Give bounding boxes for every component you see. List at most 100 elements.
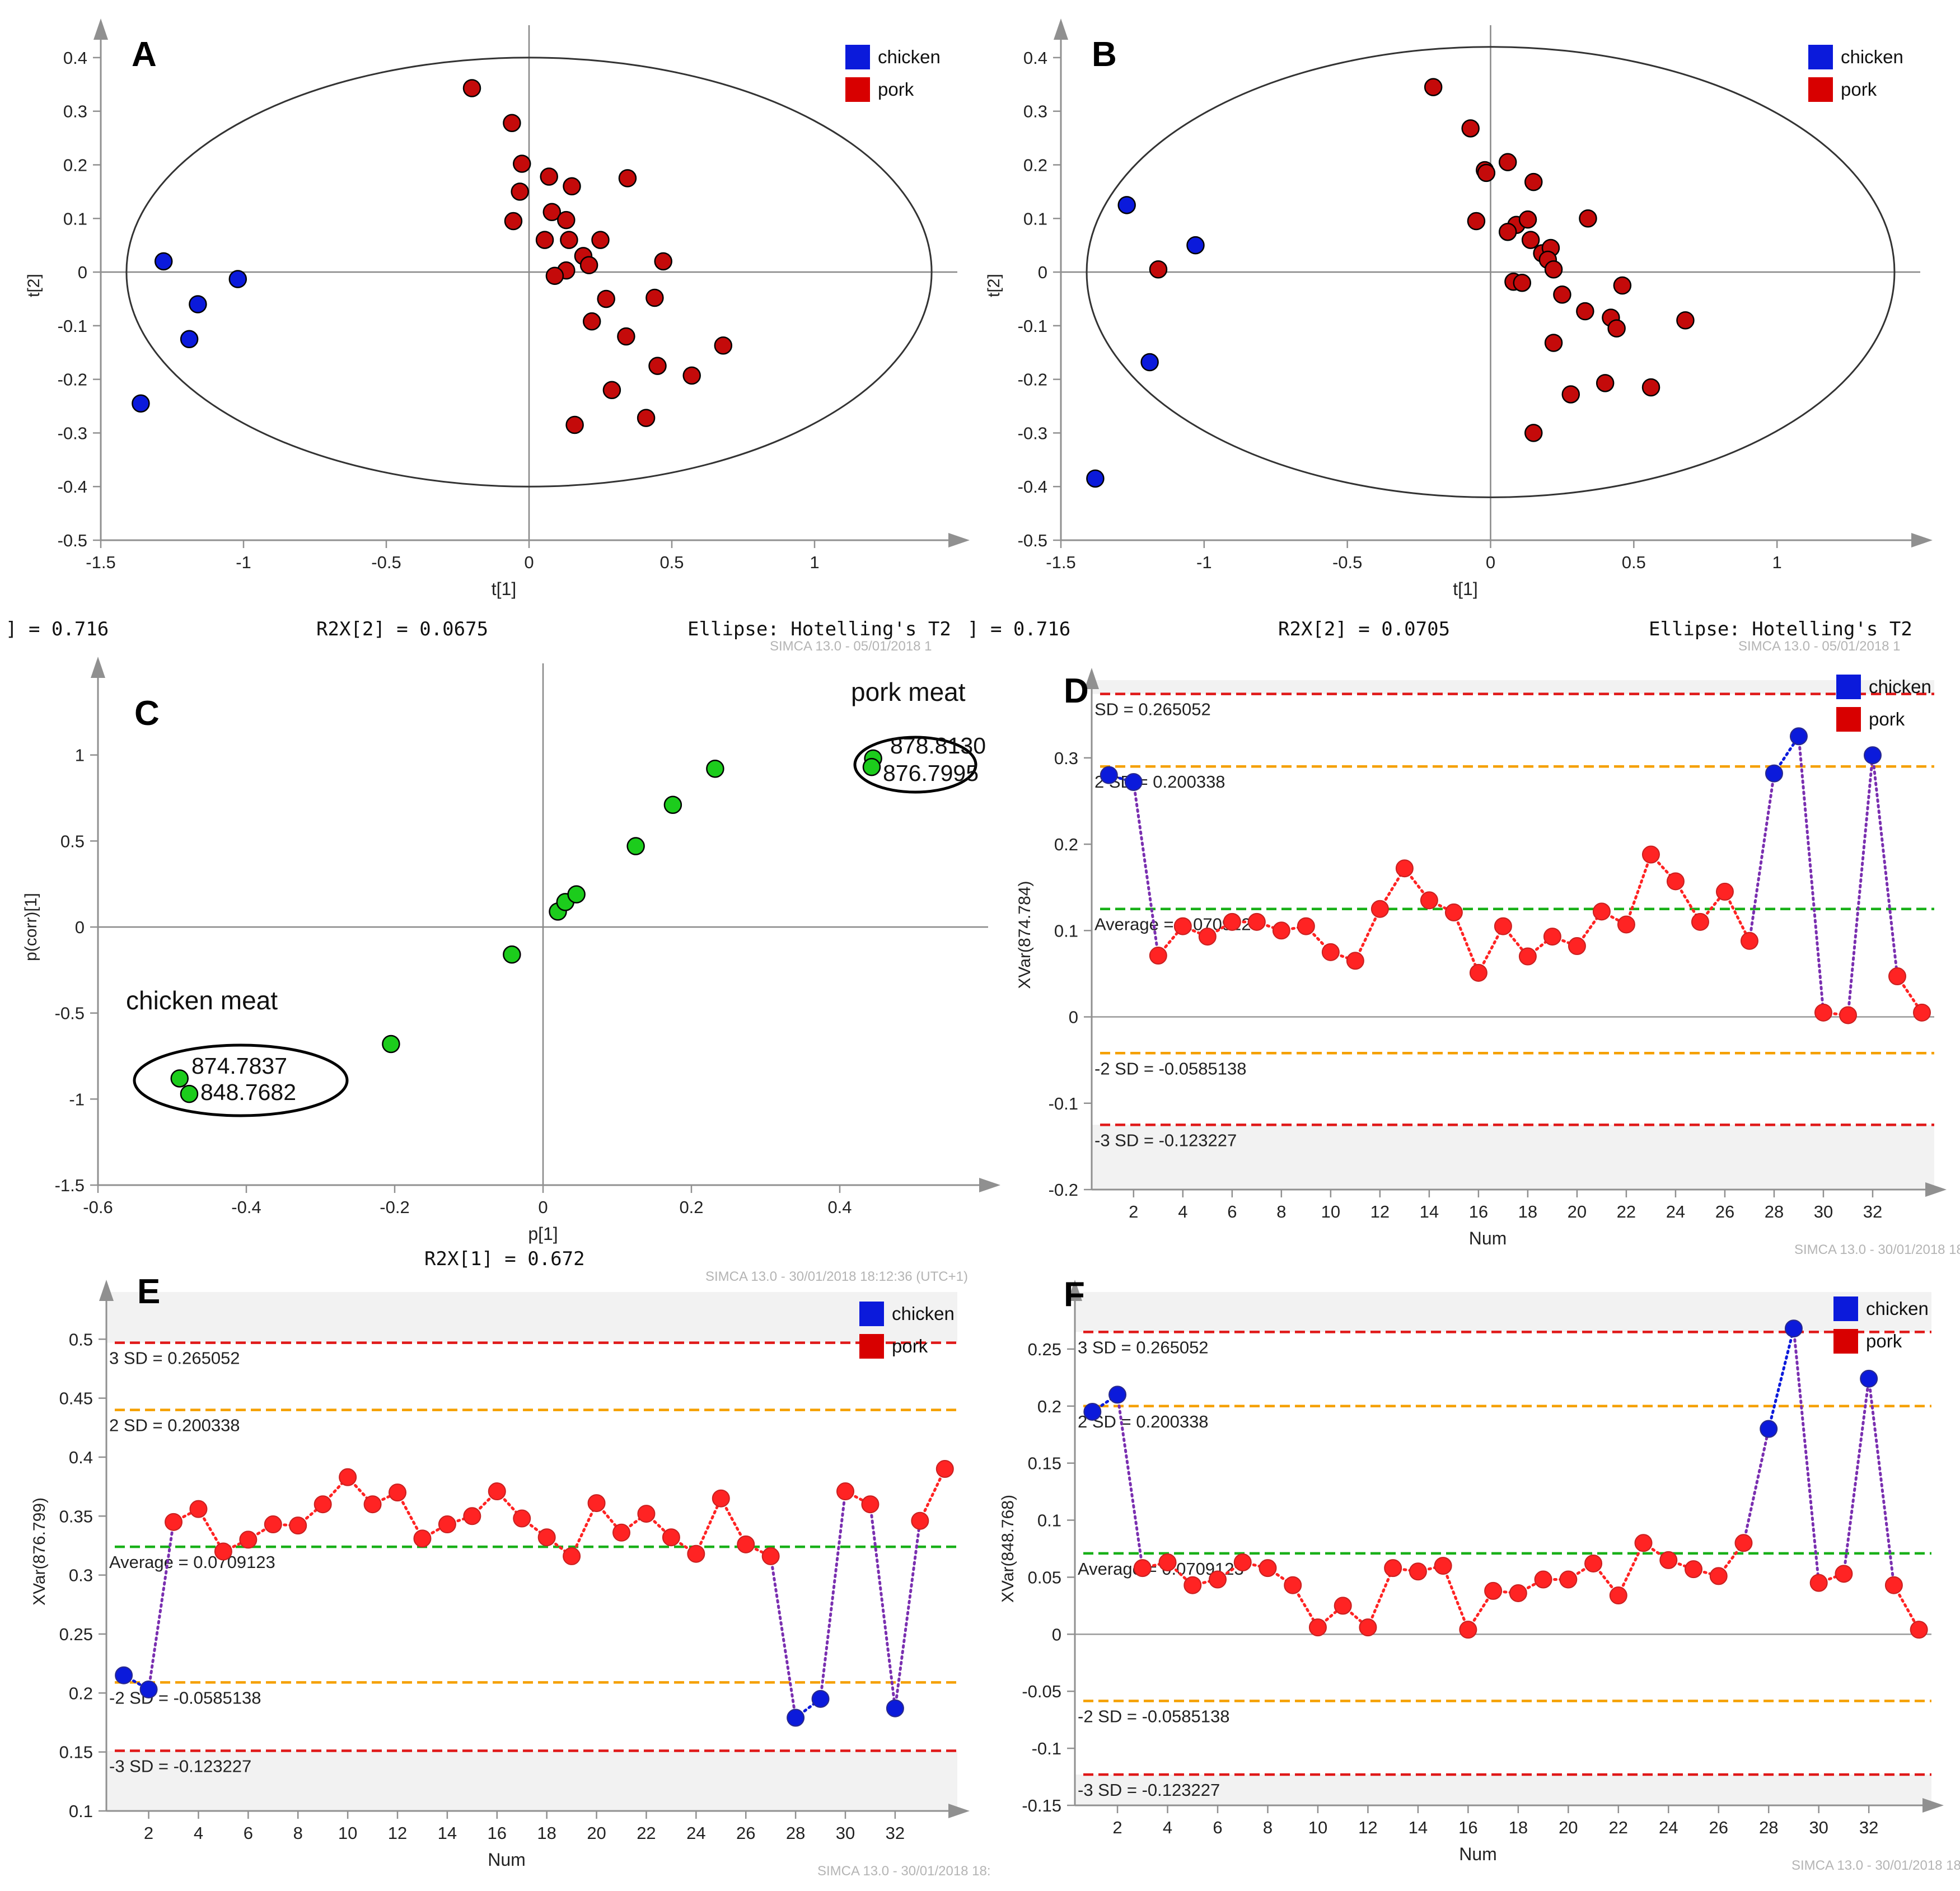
series-connector [1366,1566,1395,1629]
pork-sample-point [1809,1574,1828,1592]
pork-sample-point [1346,952,1364,970]
y-tick-label: 0 [1052,1625,1061,1644]
chicken-sample-point [1100,766,1118,784]
x-tick-label: 28 [1759,1818,1778,1837]
y-tick-label: 0.45 [59,1389,93,1408]
pork-sample-point [1149,947,1167,965]
chicken-score-point [132,394,150,413]
pork-sample-point [836,1482,854,1501]
y-tick-label: 0.3 [69,1566,93,1585]
y-tick-label: 0.4 [69,1448,93,1467]
chicken-score-point [228,270,247,288]
y-tick-label: -0.3 [58,423,87,443]
y-tick-label: 0.4 [63,48,87,68]
loading-point [663,795,682,815]
pork-sample-point [612,1523,630,1542]
x-tick-label: -1.5 [86,553,115,572]
pork-score-point [504,212,523,231]
chicken-sample-point [1760,1420,1778,1438]
pork-sample-point [1592,902,1611,921]
legend-chicken-label: chicken [1841,46,1903,67]
pork-score-point [565,415,584,434]
x-axis-arrow-icon [979,1178,1000,1192]
panel-D-axes: -0.2-0.100.10.20.32 4 6 8 10 12 14 16 18 20 22 24 26… [1016,668,1947,1248]
pork-sample-point [1559,1570,1578,1589]
x-tick-label: 8 [293,1823,303,1843]
pork-sample-point [1709,1567,1728,1585]
legend-chicken-swatch [1808,45,1833,69]
x-tick-label: 14 [438,1823,457,1843]
chicken-sample-point [811,1689,830,1708]
footer-D-stamp: SIMCA 13.0 - 30/01/2018 18: [1794,1242,1960,1257]
pork-sample-point [1685,1560,1702,1579]
x-tick-label: 28 [1765,1202,1784,1221]
x-tick-label: 18 [1518,1202,1537,1221]
x-tick-label: 0.4 [827,1197,852,1217]
y-tick-label: 0.1 [69,1801,93,1821]
pork-score-point [637,409,656,427]
pork-sample-point [1609,1586,1627,1605]
legend-pork-swatch [1833,1329,1858,1354]
panel-C-axes: -1.5 -1 -0.5 0 0.5 1 -0.6 -0.4 -0.2 0 0.2 0.4 p[1] p(… [22,657,1000,1244]
x-tick-label: 18 [537,1823,556,1843]
pork-sample-point [1409,1562,1427,1581]
pork-sample-point [761,1547,780,1565]
x-tick-label: 2 [144,1823,153,1843]
x-tick-label: 10 [338,1823,357,1843]
y-tick-label: -1 [69,1089,85,1109]
x-tick-label: 30 [1809,1818,1828,1837]
pork-score-point [1467,212,1486,231]
y-tick-label: 0.1 [1023,209,1047,228]
legend-pork-label: pork [892,1336,928,1356]
y-tick-label: 0.5 [69,1330,93,1349]
series-connector [1748,772,1776,943]
x-tick-label: 24 [1666,1202,1685,1221]
x-tick-label: 32 [1863,1202,1882,1221]
series-connector [1132,780,1160,957]
pork-score-point [1521,231,1540,249]
pork-score-point [1596,374,1615,392]
x-tick-label: 24 [1659,1818,1678,1837]
series-connector [1797,734,1825,1014]
chicken-sample-point [115,1666,133,1684]
y-tick-label: -0.1 [58,316,87,336]
y-axis-title: XVar(876.799) [30,1497,49,1606]
series-connector [147,1520,175,1691]
x-axis-arrow-icon [948,533,970,547]
x-tick-label: 6 [1227,1202,1237,1221]
pork-sample-point [1617,915,1635,934]
series-connector [1625,853,1653,926]
chicken-meat-label: chicken meat [126,986,278,1015]
footer-A-r2x1: ] = 0.716 [6,618,109,640]
legend-chicken-label: chicken [892,1303,955,1324]
chicken-sample-point [1860,1369,1878,1388]
x-axis-title: p[1] [528,1224,558,1244]
pork-score-point [511,182,529,201]
pork-sample-point [165,1513,183,1531]
pork-sample-point [1494,917,1512,935]
panel-label: B [1092,35,1117,74]
pork-sample-point [189,1500,208,1518]
chicken-score-point [1140,353,1159,372]
x-tick-label: 22 [637,1823,656,1843]
series-connector [1452,911,1480,975]
x-tick-label: -0.2 [380,1197,409,1217]
pork-score-point [1561,385,1580,404]
pork-sample-point [264,1515,282,1534]
panel-B-axes: -0.5 -0.4 -0.3 -0.2 -0.1 0 0.1 0.2 0.3 0.4 -1.5 -1 -… [985,18,1933,599]
y-axis-arrow-icon [93,18,108,40]
upper-out-of-limit-band [106,1292,957,1343]
pork-sample-point [1584,1554,1603,1572]
y-axis-arrow-icon [1068,1280,1082,1301]
x-tick-label: -1 [236,553,251,572]
pork-sample-point [1634,1534,1653,1552]
series-connector [1116,1393,1144,1570]
chicken-score-point [189,295,207,313]
x-axis-arrow-icon [1922,1798,1944,1813]
pork-sample-point [1272,921,1290,940]
pork-score-point [654,252,672,271]
x-tick-label: 26 [736,1823,755,1843]
x-tick-label: 28 [786,1823,805,1843]
plus-3sd-line-label: 3 SD = 0.265052 [109,1349,240,1368]
y-tick-label: 0.25 [59,1625,93,1644]
